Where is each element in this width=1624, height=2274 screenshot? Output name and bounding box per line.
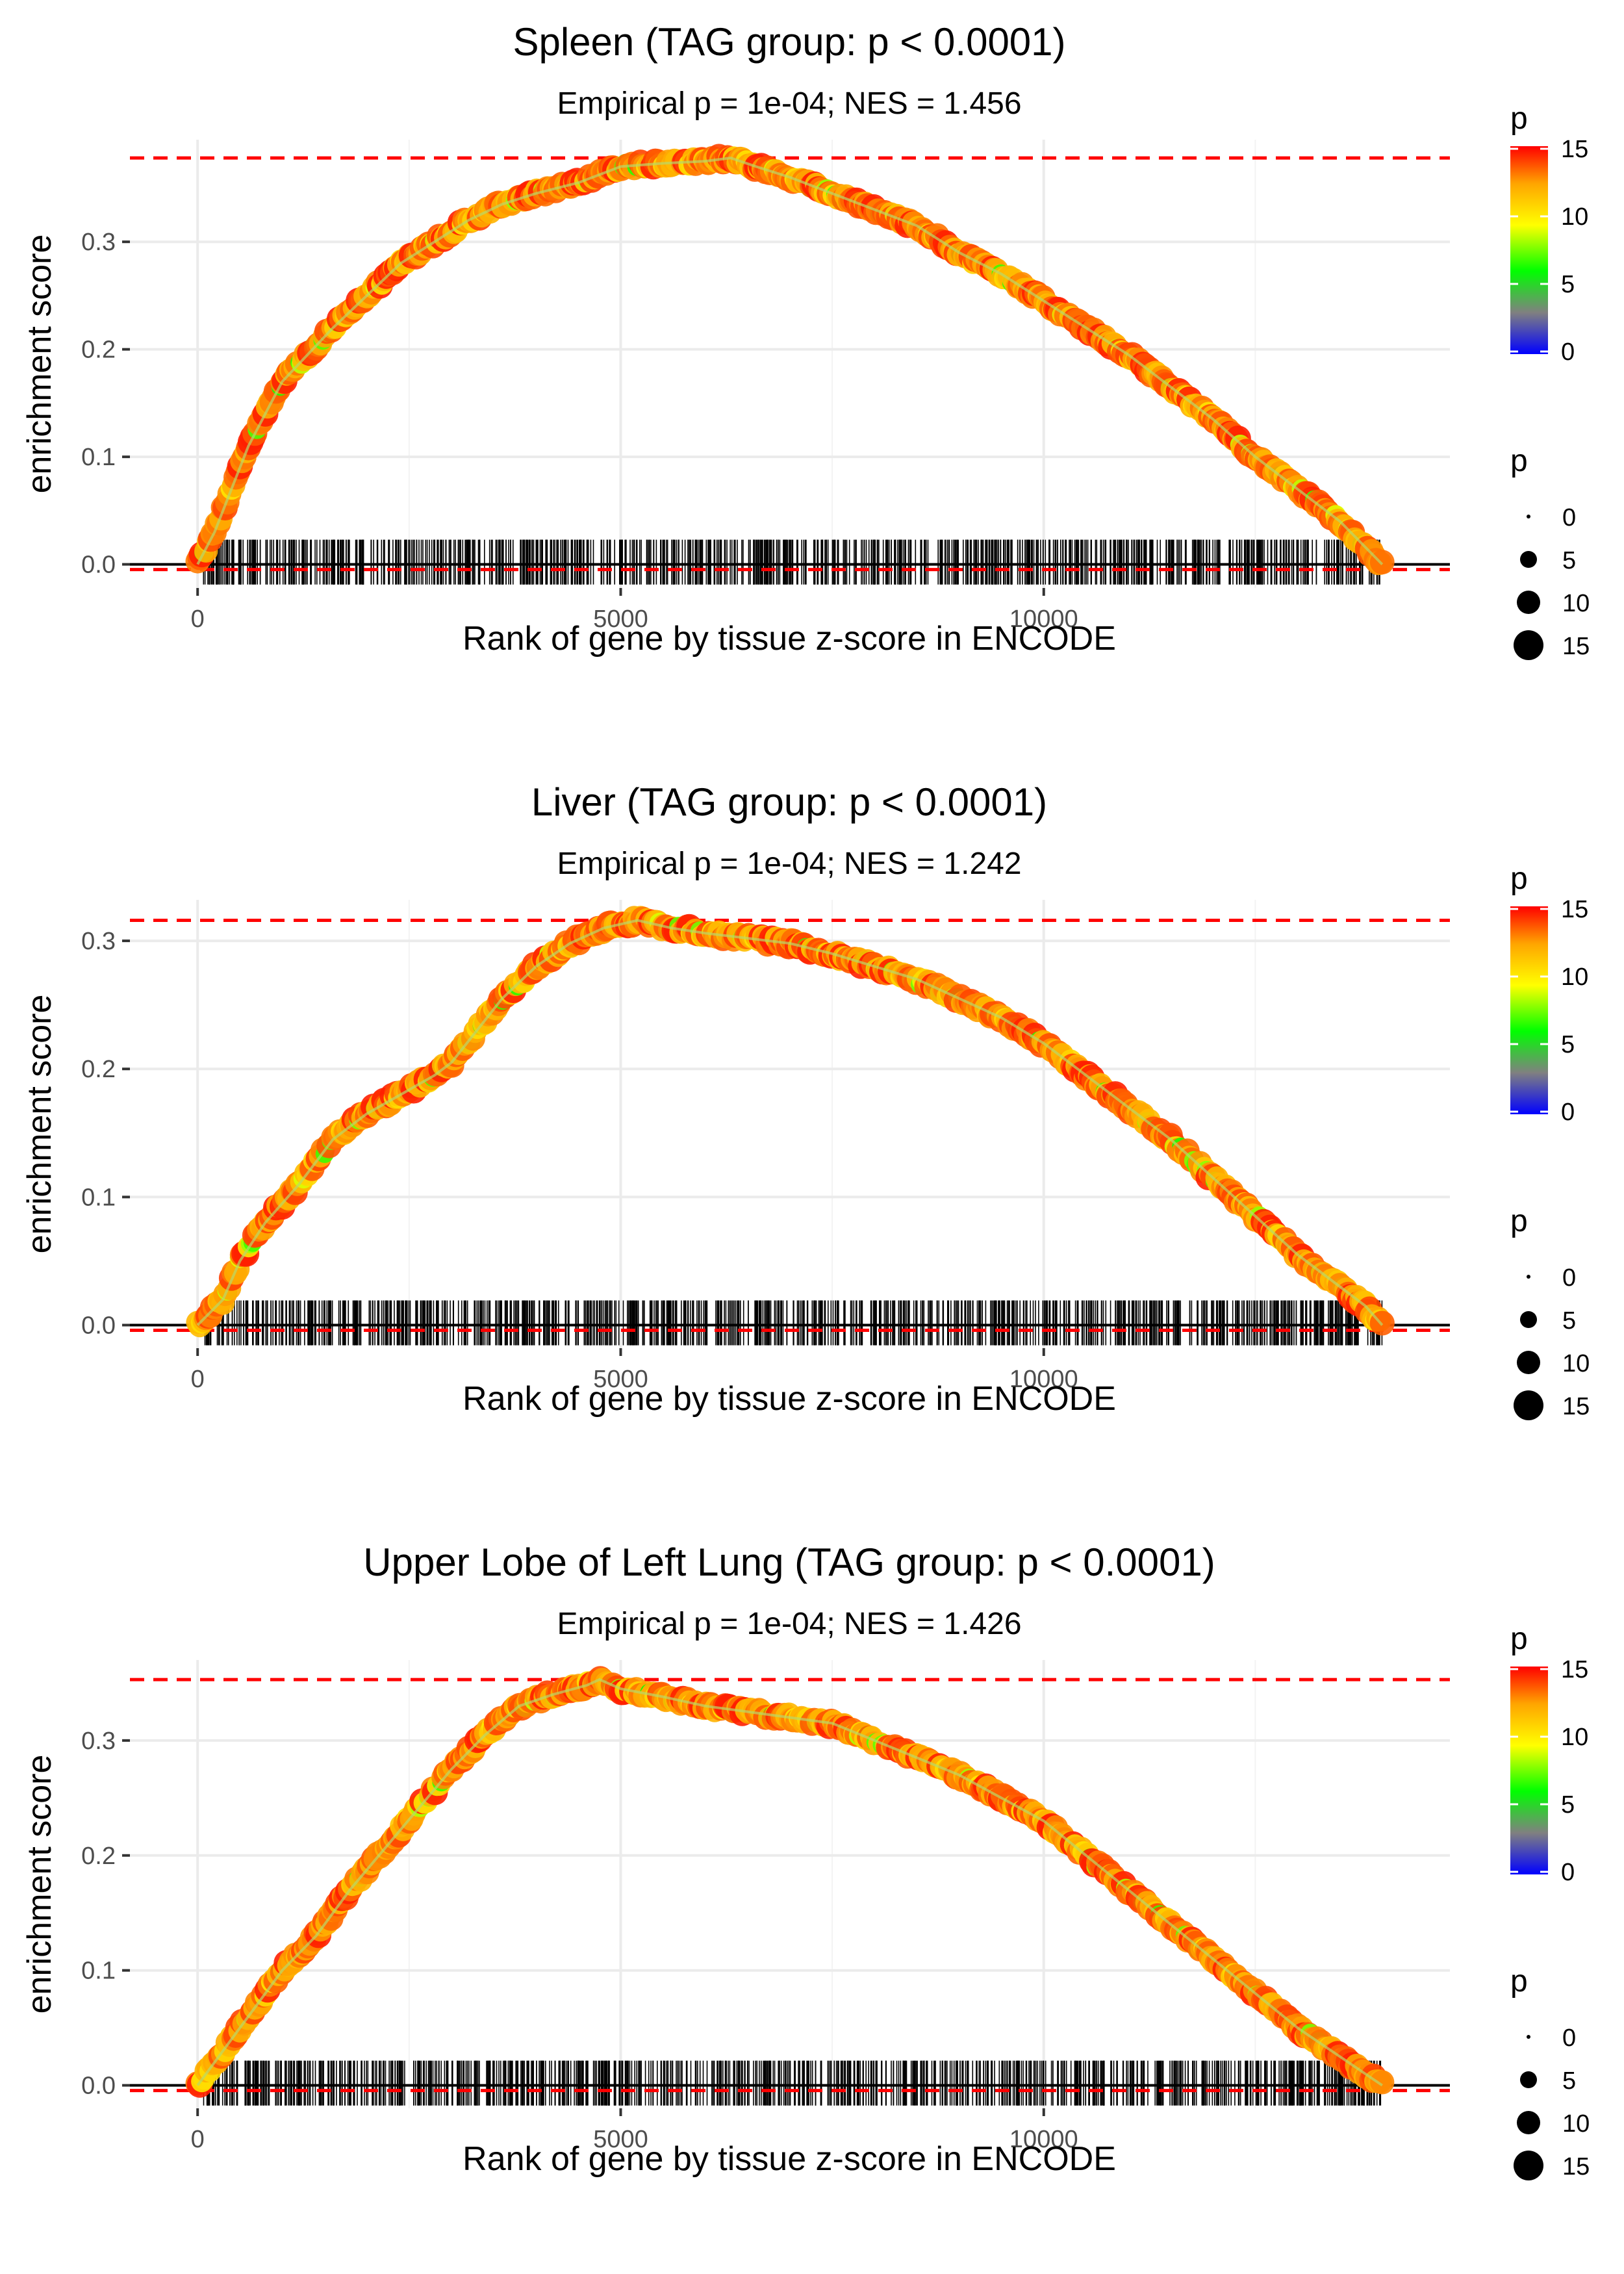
y-tick-label: 0.2	[81, 337, 116, 364]
color-legend-label: 10	[1561, 964, 1588, 991]
x-tick-label: 0	[191, 2126, 205, 2153]
y-tick-label: 0.3	[81, 1728, 116, 1755]
y-axis-title: enrichment score	[21, 1755, 58, 2014]
enrichment-curve	[196, 919, 1384, 1326]
size-legend-label: 0	[1562, 1264, 1576, 1292]
size-legend-title: p	[1510, 1204, 1528, 1238]
x-tick-label: 10000	[1009, 606, 1078, 633]
color-gradient-bar	[1510, 146, 1548, 354]
y-tick-label: 0.3	[81, 928, 116, 955]
chart-subtitle: Empirical p = 1e-04; NES = 1.426	[557, 1607, 1021, 1641]
color-legend: p 15 10 5 0	[1510, 862, 1588, 1126]
gene-rug	[203, 539, 1380, 585]
color-legend-label: 5	[1561, 1031, 1575, 1058]
size-legend-dot	[1517, 2111, 1540, 2134]
size-legend-title: p	[1510, 1964, 1528, 1999]
color-legend-label: 5	[1561, 1791, 1575, 1819]
x-tick-label: 0	[191, 606, 205, 633]
size-legend-label: 5	[1562, 547, 1576, 574]
size-legend: p 0 5 10 15	[1510, 1204, 1590, 1420]
color-gradient-bar	[1510, 1667, 1548, 1874]
size-legend-label: 5	[1562, 2067, 1576, 2095]
size-legend-label: 15	[1562, 2153, 1590, 2180]
size-legend-title: p	[1510, 444, 1528, 478]
color-legend-label: 15	[1561, 136, 1588, 163]
size-legend-label: 10	[1562, 590, 1590, 617]
enrichment-curve	[196, 1678, 1383, 2087]
size-legend-dot	[1514, 2151, 1543, 2180]
y-tick-label: 0.1	[81, 1184, 116, 1211]
gene-rug	[204, 1300, 1383, 1346]
color-legend-label: 10	[1561, 1724, 1588, 1751]
color-legend: p 15 10 5 0	[1510, 101, 1588, 366]
size-legend-dot	[1514, 1390, 1543, 1420]
y-tick-label: 0.1	[81, 1958, 116, 1985]
size-legend-label: 0	[1562, 504, 1576, 531]
y-tick-label: 0.2	[81, 1843, 116, 1870]
x-axis-title: Rank of gene by tissue z-score in ENCODE	[463, 620, 1116, 658]
y-tick-label: 0.0	[81, 2073, 116, 2100]
color-gradient-bar	[1510, 906, 1548, 1114]
x-tick-label: 10000	[1009, 2126, 1078, 2153]
y-tick-label: 0.3	[81, 229, 116, 256]
y-axis-title: enrichment score	[21, 995, 58, 1254]
y-axis-title: enrichment score	[21, 235, 58, 494]
color-legend-label: 0	[1561, 1099, 1575, 1126]
color-legend-label: 5	[1561, 271, 1575, 298]
x-tick-label: 5000	[593, 2126, 648, 2153]
x-tick-label: 5000	[593, 1366, 648, 1393]
y-tick-label: 0.2	[81, 1056, 116, 1083]
chart-title: Spleen (TAG group: p < 0.0001)	[513, 20, 1065, 64]
enrichment-curve	[196, 157, 1384, 566]
x-tick-label: 5000	[593, 606, 648, 633]
color-legend-label: 0	[1561, 339, 1575, 366]
size-legend: p 0 5 10 15	[1510, 1964, 1590, 2180]
size-legend-label: 15	[1562, 633, 1590, 660]
x-axis-title: Rank of gene by tissue z-score in ENCODE	[463, 2140, 1116, 2178]
color-legend-label: 10	[1561, 203, 1588, 231]
size-legend-dot	[1520, 1311, 1537, 1328]
color-legend-title: p	[1510, 101, 1528, 136]
color-legend-label: 15	[1561, 896, 1588, 923]
y-tick-label: 0.0	[81, 552, 116, 579]
size-legend-dot	[1514, 630, 1543, 660]
chart-subtitle: Empirical p = 1e-04; NES = 1.242	[557, 847, 1021, 881]
color-legend-label: 0	[1561, 1859, 1575, 1886]
chart-subtitle: Empirical p = 1e-04; NES = 1.456	[557, 86, 1021, 121]
chart-panel-2: Liver (TAG group: p < 0.0001) Empirical p…	[21, 780, 1590, 1420]
chart-title: Upper Lobe of Left Lung (TAG group: p < …	[363, 1540, 1215, 1584]
x-tick-label: 0	[191, 1366, 205, 1393]
y-tick-label: 0.0	[81, 1312, 116, 1340]
size-legend-label: 10	[1562, 2110, 1590, 2138]
size-legend: p 0 5 10 15	[1510, 444, 1590, 660]
chart-panel-1: Spleen (TAG group: p < 0.0001) Empirical …	[21, 20, 1590, 660]
size-legend-label: 0	[1562, 2025, 1576, 2052]
chart-panel-3: Upper Lobe of Left Lung (TAG group: p < …	[21, 1540, 1590, 2180]
x-axis-title: Rank of gene by tissue z-score in ENCODE	[463, 1380, 1116, 1418]
size-legend-dot	[1517, 1351, 1540, 1374]
enrichment-point	[1369, 550, 1395, 575]
size-legend-label: 10	[1562, 1350, 1590, 1377]
size-legend-label: 15	[1562, 1393, 1590, 1420]
x-tick-label: 10000	[1009, 1366, 1078, 1393]
size-legend-dot	[1527, 2035, 1530, 2039]
size-legend-label: 5	[1562, 1307, 1576, 1335]
size-legend-dot	[1517, 591, 1540, 614]
size-legend-dot	[1527, 515, 1530, 518]
y-tick-label: 0.1	[81, 444, 116, 471]
enrichment-point	[1370, 2070, 1395, 2095]
color-legend-label: 15	[1561, 1656, 1588, 1683]
color-legend: p 15 10 5 0	[1510, 1622, 1588, 1886]
size-legend-dot	[1520, 551, 1537, 568]
chart-title: Liver (TAG group: p < 0.0001)	[531, 780, 1047, 824]
color-legend-title: p	[1510, 862, 1528, 896]
size-legend-dot	[1527, 1275, 1530, 1279]
color-legend-title: p	[1510, 1622, 1528, 1656]
gene-rug	[203, 2060, 1382, 2106]
size-legend-dot	[1520, 2071, 1537, 2088]
